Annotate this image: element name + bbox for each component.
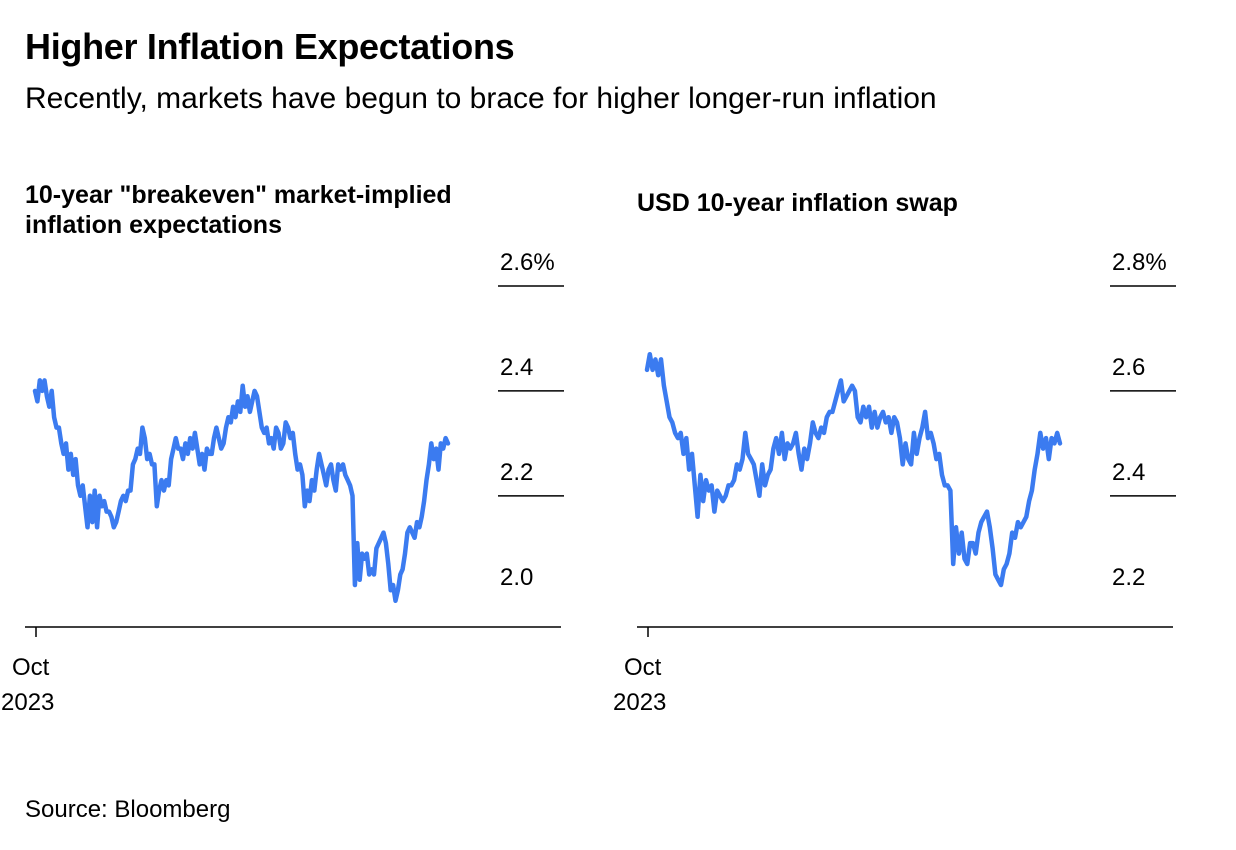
x-tick-label: Oct [12,654,50,681]
series-line [32,378,451,604]
chart-left: 2.6% 2.4 2.2 2.0 Oct 2023 [1,249,564,716]
chart-right-title: USD 10-year inflation swap [637,189,958,217]
y-tick-label: 2.6% [500,249,555,276]
y-tick-label: 2.8% [1112,249,1167,276]
x-tick-year-label: 2023 [1,689,54,716]
y-tick-label: 2.2 [1112,564,1145,591]
x-tick-label: Oct [624,654,662,681]
y-tick-label: 2.4 [1112,459,1145,486]
chart-right: 2.8% 2.6 2.4 2.2 Oct 2023 [613,249,1176,716]
y-tick-label: 2.4 [500,354,533,381]
y-tick-label: 2.6 [1112,354,1145,381]
y-tick-label: 2.0 [500,564,533,591]
page-title: Higher Inflation Expectations [25,26,515,67]
series-line [644,351,1063,588]
source-note: Source: Bloomberg [25,796,231,823]
x-tick-year-label: 2023 [613,689,666,716]
page-subtitle: Recently, markets have begun to brace fo… [25,82,937,115]
y-tick-label: 2.2 [500,459,533,486]
chart-left-title: 10-year "breakeven" market-implied infla… [25,181,452,239]
